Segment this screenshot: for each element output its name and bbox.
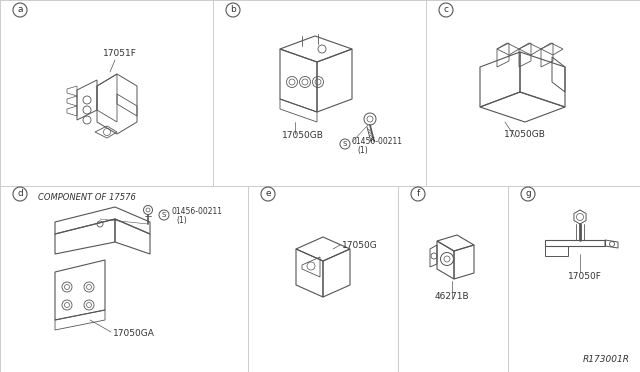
Text: S: S bbox=[162, 212, 166, 218]
Text: f: f bbox=[417, 189, 420, 199]
Text: 01456-00211: 01456-00211 bbox=[352, 137, 403, 145]
Text: e: e bbox=[265, 189, 271, 199]
Text: 17050GB: 17050GB bbox=[504, 130, 546, 139]
Text: b: b bbox=[230, 6, 236, 15]
Text: (1): (1) bbox=[357, 147, 368, 155]
Text: a: a bbox=[17, 6, 23, 15]
Text: 17050GA: 17050GA bbox=[113, 330, 155, 339]
Text: g: g bbox=[525, 189, 531, 199]
Text: 01456-00211: 01456-00211 bbox=[172, 208, 223, 217]
Text: 17051F: 17051F bbox=[103, 49, 137, 58]
Text: COMPONENT OF 17576: COMPONENT OF 17576 bbox=[38, 193, 136, 202]
Text: (1): (1) bbox=[176, 217, 187, 225]
Text: d: d bbox=[17, 189, 23, 199]
Text: S: S bbox=[343, 141, 347, 147]
Text: 17050GB: 17050GB bbox=[282, 131, 324, 141]
Text: R173001R: R173001R bbox=[583, 355, 630, 364]
Text: 17050F: 17050F bbox=[568, 272, 602, 281]
Text: 17050G: 17050G bbox=[342, 241, 378, 250]
Text: c: c bbox=[444, 6, 449, 15]
Text: 46271B: 46271B bbox=[435, 292, 469, 301]
